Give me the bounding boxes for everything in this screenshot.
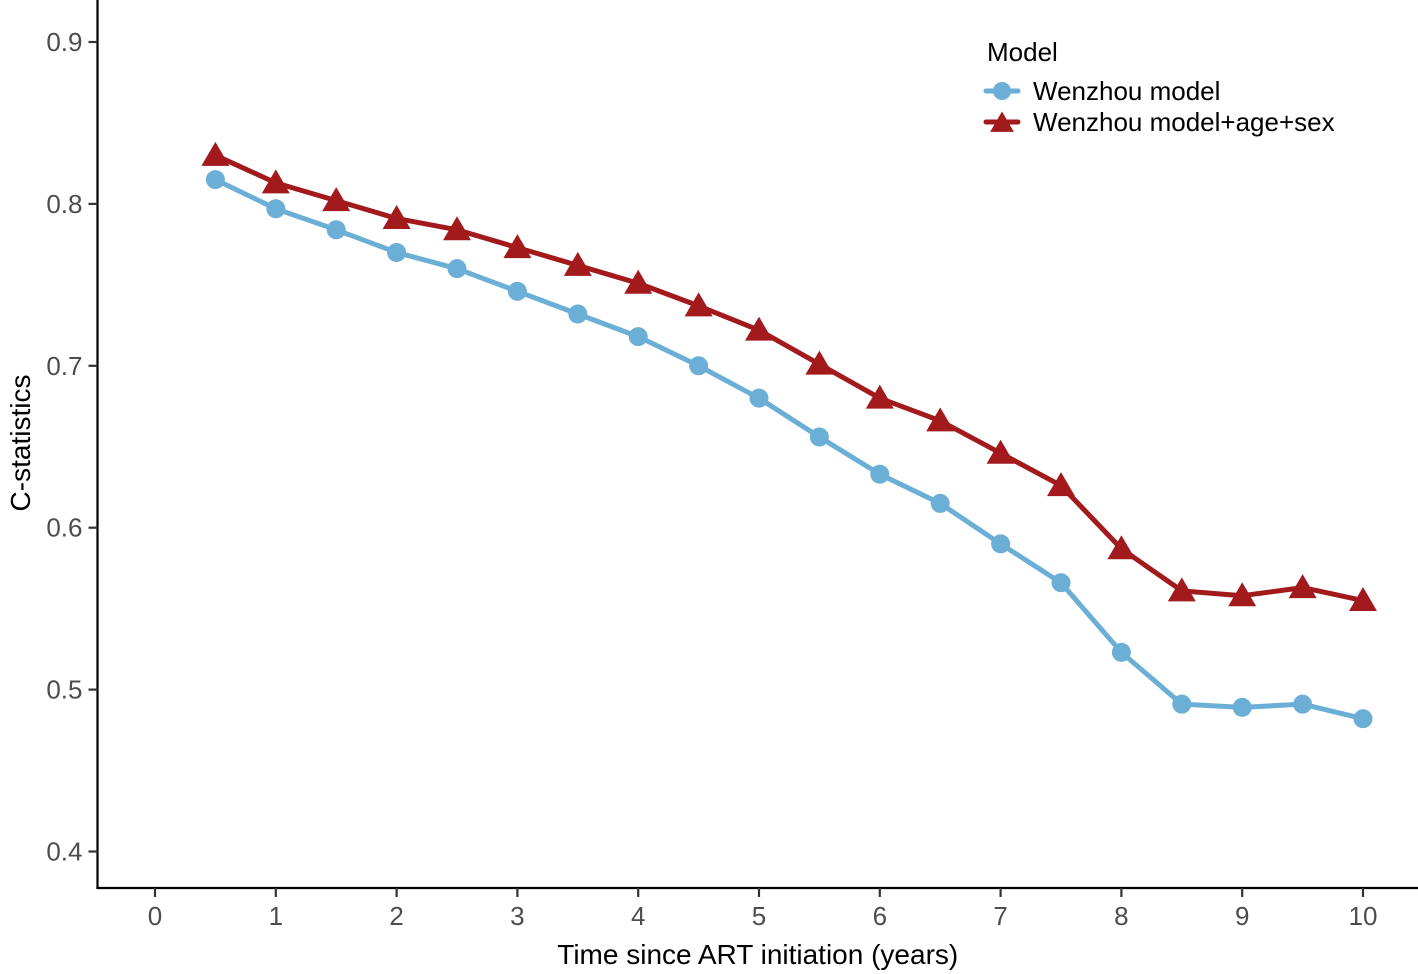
y-tick-label: 0.9 — [46, 27, 82, 57]
x-tick-label: 10 — [1349, 901, 1378, 931]
data-point-circle — [870, 464, 890, 484]
data-point-circle — [326, 220, 346, 240]
data-point-circle — [205, 170, 225, 190]
x-tick-label: 7 — [993, 901, 1007, 931]
legend-circle-marker-icon — [993, 82, 1011, 100]
data-point-triangle — [563, 251, 592, 276]
data-point-triangle — [745, 316, 773, 341]
data-point-circle — [930, 493, 950, 513]
data-point-triangle — [1167, 577, 1196, 602]
data-point-triangle — [1047, 472, 1075, 497]
data-point-circle — [266, 199, 286, 219]
data-point-circle — [1051, 573, 1071, 593]
legend-title: Model — [987, 37, 1058, 67]
x-tick-label: 0 — [148, 901, 162, 931]
data-point-triangle — [1107, 535, 1136, 560]
data-point-triangle — [261, 169, 290, 194]
data-point-triangle — [684, 292, 713, 317]
legend-item: Wenzhou model — [983, 76, 1220, 106]
series-wenzhou-model-age-sex — [201, 141, 1377, 612]
data-point-circle — [689, 356, 709, 376]
x-tick-label: 6 — [873, 901, 887, 931]
series-wenzhou-model — [205, 170, 1373, 729]
y-tick-label: 0.8 — [46, 189, 82, 219]
data-point-triangle — [926, 407, 955, 432]
y-tick-label: 0.7 — [46, 351, 82, 381]
x-tick-label: 4 — [631, 901, 645, 931]
data-point-triangle — [1288, 574, 1317, 599]
data-point-circle — [1111, 642, 1131, 662]
x-tick-label: 3 — [510, 901, 524, 931]
x-tick-label: 8 — [1114, 901, 1128, 931]
y-axis-title: C-statistics — [5, 375, 36, 512]
series-line — [212, 152, 1366, 604]
y-tick-label: 0.6 — [46, 513, 82, 543]
data-point-circle — [1232, 697, 1252, 717]
data-point-triangle — [201, 141, 230, 166]
data-point-circle — [507, 281, 527, 301]
data-point-circle — [1353, 709, 1373, 729]
x-tick-label: 2 — [389, 901, 403, 931]
data-point-circle — [568, 304, 588, 324]
legend-triangle-marker-icon — [990, 111, 1014, 132]
data-point-circle — [809, 427, 829, 447]
x-axis: 0 1 2 3 4 5 6 7 8 9 10 — [148, 888, 1378, 931]
data-point-circle — [749, 388, 769, 408]
x-tick-label: 1 — [269, 901, 283, 931]
data-point-triangle — [805, 350, 834, 375]
data-point-circle — [1172, 694, 1192, 714]
data-point-circle — [447, 259, 467, 279]
data-point-triangle — [1349, 587, 1377, 612]
y-tick-label: 0.5 — [46, 675, 82, 705]
x-axis-title: Time since ART initiation (years) — [557, 939, 958, 970]
data-point-triangle — [503, 234, 532, 259]
data-point-triangle — [624, 269, 653, 294]
data-point-triangle — [443, 216, 471, 241]
data-point-triangle — [322, 187, 351, 212]
data-point-triangle — [865, 384, 894, 409]
data-point-circle — [387, 242, 407, 262]
data-point-triangle — [986, 439, 1015, 464]
x-tick-label: 5 — [752, 901, 766, 931]
data-point-circle — [991, 534, 1011, 554]
legend-item-label: Wenzhou model — [1033, 76, 1220, 106]
y-tick-label: 0.4 — [46, 837, 82, 867]
y-axis: 0.4 0.5 0.6 0.7 0.8 0.9 — [46, 27, 98, 867]
data-point-triangle — [1228, 582, 1257, 607]
series-line — [212, 177, 1366, 722]
legend-item-label: Wenzhou model+age+sex — [1033, 107, 1335, 137]
data-point-triangle — [382, 204, 411, 229]
data-point-circle — [1293, 694, 1313, 714]
data-point-circle — [628, 327, 648, 347]
legend-item: Wenzhou model+age+sex — [983, 107, 1335, 137]
x-tick-label: 9 — [1235, 901, 1249, 931]
